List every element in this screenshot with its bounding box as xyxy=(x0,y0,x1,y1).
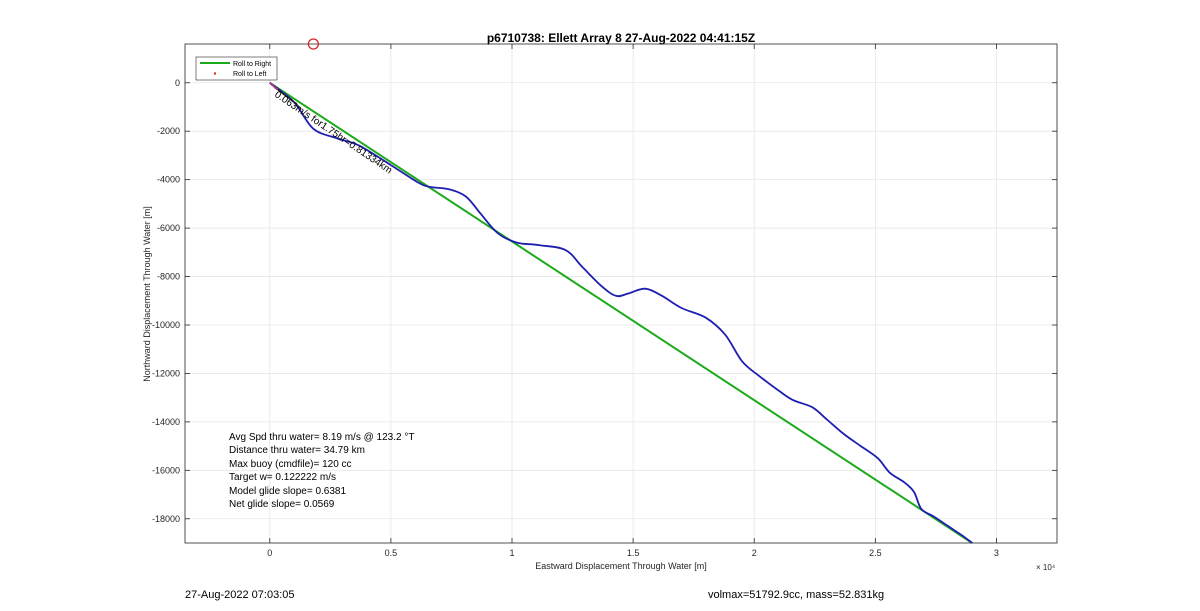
roll-left-point xyxy=(274,86,277,89)
chart-title: p6710738: Ellett Array 8 27-Aug-2022 04:… xyxy=(487,31,755,45)
footer-volmax-mass: volmax=51792.9cc, mass=52.831kg xyxy=(708,589,885,601)
roll-left-point xyxy=(269,82,272,85)
y-tick-label: -6000 xyxy=(157,223,180,233)
y-tick-label: -14000 xyxy=(152,417,180,427)
y-tick-label: 0 xyxy=(175,78,180,88)
stat-max-buoy: Max buoy (cmdfile)= 120 cc xyxy=(229,459,352,470)
x-tick-label: 0 xyxy=(267,548,272,558)
y-tick-label: -4000 xyxy=(157,175,180,185)
stat-model-glide: Model glide slope= 0.6381 xyxy=(229,486,346,497)
x-tick-label: 2 xyxy=(752,548,757,558)
x-axis-label: Eastward Displacement Through Water [m] xyxy=(535,561,707,571)
series-track-line xyxy=(269,82,973,544)
legend: Roll to Right Roll to Left xyxy=(195,56,278,81)
legend-label-roll-left: Roll to Left xyxy=(233,71,267,78)
axis-ticks: 0 0.5 1 1.5 2 2.5 3 0 -2000 -4000 -6000 -8000 -10000… xyxy=(152,44,1057,558)
legend-label-roll-right: Roll to Right xyxy=(233,61,271,68)
x-tick-label: 2.5 xyxy=(869,548,882,558)
series-group xyxy=(269,81,973,544)
x-tick-label: 0.5 xyxy=(385,548,398,558)
position-marker xyxy=(307,38,320,50)
roll-left-point xyxy=(275,87,278,91)
y-tick-label: -8000 xyxy=(157,272,180,282)
legend-swatch-roll-left xyxy=(213,72,217,75)
drift-annotation: 0.063m/s for1.75hr=0.81334km xyxy=(272,89,394,176)
footer-timestamp: 27-Aug-2022 07:03:05 xyxy=(185,589,295,601)
y-tick-label: -2000 xyxy=(157,126,180,136)
x-tick-label: 1 xyxy=(509,548,514,558)
stat-distance: Distance thru water= 34.79 km xyxy=(229,445,365,456)
y-tick-label: -16000 xyxy=(152,465,180,475)
roll-left-point xyxy=(271,83,274,87)
plot-area xyxy=(184,43,1058,544)
y-tick-label: -18000 xyxy=(152,514,180,524)
grid xyxy=(185,44,1057,543)
x-tick-label: 3 xyxy=(994,548,999,558)
stat-target-w: Target w= 0.122222 m/s xyxy=(229,472,336,483)
y-tick-label: -10000 xyxy=(152,320,180,330)
roll-left-point xyxy=(272,85,275,88)
stats-annotation: Avg Spd thru water= 8.19 m/s @ 123.2 °T … xyxy=(229,432,414,510)
x-tick-label: 1.5 xyxy=(627,548,640,558)
stat-avg-speed: Avg Spd thru water= 8.19 m/s @ 123.2 °T xyxy=(229,432,414,443)
x-axis-exponent: × 10⁴ xyxy=(1036,563,1056,572)
series-roll-right-line xyxy=(269,81,973,544)
y-axis-label: Northward Displacement Through Water [m] xyxy=(142,206,152,382)
drift-arrows xyxy=(269,82,302,109)
stat-net-glide: Net glide slope= 0.0569 xyxy=(229,499,335,510)
y-tick-label: -12000 xyxy=(152,368,180,378)
